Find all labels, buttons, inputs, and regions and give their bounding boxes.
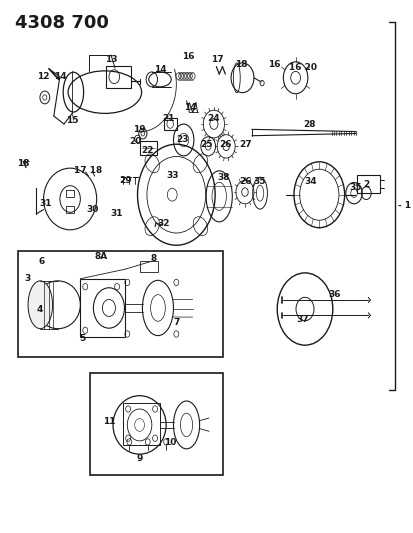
Text: 34: 34: [304, 177, 317, 186]
Bar: [123, 403, 159, 445]
Ellipse shape: [28, 281, 52, 329]
Text: 12: 12: [37, 71, 50, 80]
Text: 9: 9: [136, 455, 142, 463]
Bar: [66, 206, 74, 213]
Text: 13: 13: [104, 55, 117, 63]
Bar: [140, 141, 157, 155]
Text: 25: 25: [200, 140, 213, 149]
Text: 26: 26: [239, 177, 252, 186]
Text: 36: 36: [328, 289, 340, 298]
Text: 8A: 8A: [94, 253, 107, 261]
Text: 3: 3: [24, 273, 30, 282]
Bar: [90, 373, 223, 475]
Text: 35: 35: [349, 183, 361, 192]
Text: 19: 19: [133, 125, 145, 134]
Text: 27: 27: [239, 140, 252, 149]
Text: 29: 29: [119, 176, 131, 185]
Text: 28: 28: [302, 119, 315, 128]
Text: 8: 8: [150, 254, 157, 263]
Text: 23: 23: [176, 135, 188, 144]
Text: 31: 31: [111, 209, 123, 218]
Bar: [80, 279, 125, 337]
Text: 17: 17: [210, 55, 223, 63]
Text: 10: 10: [164, 439, 176, 448]
Text: 7: 7: [173, 318, 179, 327]
Text: 32: 32: [157, 220, 170, 229]
Bar: [66, 190, 74, 197]
Text: 14: 14: [184, 102, 197, 111]
Text: 2: 2: [362, 180, 368, 189]
Text: 38: 38: [216, 173, 229, 182]
Text: 6: 6: [38, 257, 45, 265]
Bar: [163, 118, 176, 130]
Text: 16: 16: [268, 60, 280, 69]
Text: 37: 37: [296, 315, 309, 324]
Text: 24: 24: [206, 114, 219, 123]
Text: 4308 700: 4308 700: [15, 14, 109, 32]
Text: 20: 20: [129, 136, 141, 146]
Text: - 1: - 1: [397, 201, 410, 211]
Text: 26: 26: [218, 140, 231, 149]
Text: 33: 33: [166, 171, 178, 180]
Text: 18: 18: [17, 159, 29, 168]
Text: 11: 11: [102, 417, 115, 426]
Text: 21: 21: [161, 114, 174, 123]
Text: 5: 5: [79, 334, 85, 343]
Text: 4: 4: [36, 304, 43, 313]
Text: 15: 15: [66, 116, 78, 125]
Text: 31: 31: [39, 199, 52, 208]
Text: 35: 35: [253, 177, 266, 186]
Text: 22: 22: [141, 146, 154, 155]
Bar: [18, 251, 223, 357]
Text: 16 20: 16 20: [288, 63, 316, 71]
Bar: [106, 66, 130, 88]
Text: 16: 16: [182, 52, 195, 61]
Bar: [356, 175, 379, 193]
Text: 14: 14: [153, 66, 166, 74]
Text: 30: 30: [86, 205, 99, 214]
Bar: [139, 261, 158, 272]
Text: 14: 14: [53, 71, 66, 80]
Text: 17 18: 17 18: [74, 166, 102, 175]
Text: 18: 18: [235, 60, 247, 69]
